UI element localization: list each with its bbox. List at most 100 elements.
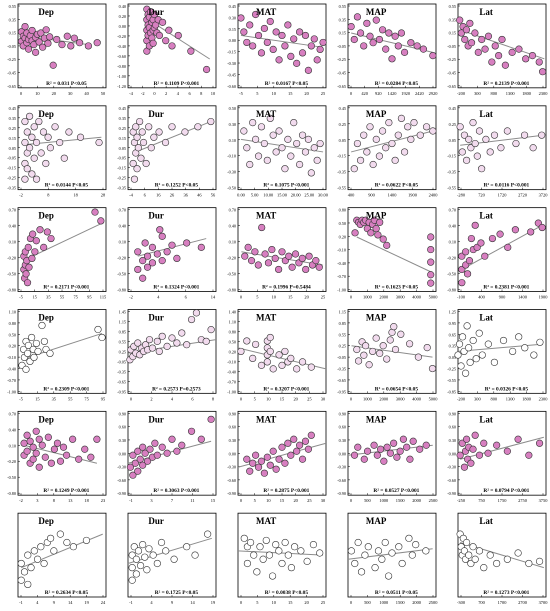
data-point <box>399 435 408 443</box>
y-tick-label: 0.45 <box>9 106 16 111</box>
data-point <box>97 217 105 225</box>
x-tick-label: 4 <box>171 396 174 401</box>
data-point <box>93 39 101 47</box>
data-point <box>23 128 31 136</box>
x-tick-label: 3750 <box>539 498 549 503</box>
x-tick-label: 2700 <box>518 600 528 605</box>
y-tick-label: -0.10 <box>337 248 346 253</box>
data-point <box>486 551 494 559</box>
data-point <box>381 538 389 547</box>
data-point <box>429 51 437 60</box>
data-point <box>173 254 181 263</box>
y-tick-label: -0.20 <box>7 256 16 261</box>
panel-title: MAT <box>256 414 276 424</box>
data-point <box>375 35 384 44</box>
data-point <box>275 265 283 274</box>
y-tick-label: 0.00 <box>119 451 126 456</box>
y-tick-label: 0.70 <box>229 208 236 213</box>
data-point <box>143 263 152 271</box>
data-point <box>46 144 55 152</box>
x-tick-label: 5000 <box>429 396 439 401</box>
data-point <box>281 459 289 467</box>
x-tick-label: 4000 <box>412 396 422 401</box>
data-point <box>514 549 522 557</box>
y-tick-label: -0.15 <box>227 50 236 55</box>
data-point <box>422 123 431 131</box>
data-point <box>465 257 474 265</box>
data-point <box>32 449 40 457</box>
data-point <box>202 65 211 74</box>
y-tick-label: 0.00 <box>229 38 236 43</box>
data-point <box>477 239 485 247</box>
data-point <box>456 451 464 459</box>
plot-frame <box>127 207 217 292</box>
x-tick-label: 0 <box>240 295 243 300</box>
x-tick-label: 3700 <box>539 600 549 605</box>
x-tick-label: 2300 <box>539 91 549 96</box>
x-tick-label: 1000 <box>379 498 389 503</box>
data-point <box>285 252 293 260</box>
x-tick-label: -5 <box>239 91 243 96</box>
data-point <box>149 551 157 559</box>
data-point <box>257 457 266 465</box>
x-tick-label: 25 <box>321 600 326 605</box>
y-tick-label: 0.55 <box>339 4 346 9</box>
x-tick-label: 7 <box>171 498 174 503</box>
data-point <box>361 551 369 559</box>
data-point <box>296 28 304 36</box>
data-point <box>478 35 486 44</box>
data-point <box>141 553 149 561</box>
data-point <box>475 451 484 459</box>
data-point <box>41 453 49 461</box>
x-tick-label: 56 <box>211 193 216 198</box>
data-point <box>87 453 95 461</box>
x-tick-label: -4 <box>129 193 133 198</box>
y-tick-label: 0.25 <box>9 126 16 131</box>
x-tick-label: 400 <box>348 193 355 198</box>
data-point <box>374 231 382 239</box>
x-tick-label: 2500 <box>429 498 439 503</box>
panel-title: Dep <box>38 211 54 221</box>
y-tick-label: -0.05 <box>7 44 16 49</box>
data-point <box>271 254 279 263</box>
data-point <box>168 123 176 131</box>
x-tick-label: 10.00 <box>263 193 274 198</box>
data-point <box>458 279 466 287</box>
x-tick-label: 4 <box>150 600 153 605</box>
data-point <box>168 241 176 249</box>
data-point <box>293 59 301 67</box>
y-tick-label: 0.00 <box>339 451 346 456</box>
data-point <box>23 447 31 455</box>
data-point <box>380 457 388 465</box>
data-point <box>482 135 490 143</box>
data-point <box>495 51 503 60</box>
data-point <box>263 156 271 164</box>
data-point <box>136 561 145 570</box>
data-point <box>240 28 248 36</box>
data-point <box>460 547 469 555</box>
x-tick-label: 2720 <box>518 193 528 198</box>
y-tick-label: -0.10 <box>7 355 16 360</box>
data-point <box>53 35 61 44</box>
data-point <box>44 433 52 441</box>
data-point <box>153 559 161 568</box>
regression-stat: R² = 0.0116 P<0.001 <box>484 183 530 189</box>
data-point <box>183 543 191 551</box>
data-point <box>298 358 307 366</box>
regression-stat: R² = 0.2139 P<0.001 <box>483 81 529 87</box>
y-tick-label: -0.80 <box>7 491 16 496</box>
y-tick-label: 0.25 <box>449 122 456 127</box>
plot-frame <box>457 309 547 394</box>
x-tick-label: 10 <box>272 600 277 605</box>
x-tick-label: 15.00 <box>277 193 288 198</box>
x-tick-label: -2 <box>19 498 23 503</box>
panel-title: MAT <box>256 516 276 526</box>
data-point <box>391 32 399 40</box>
data-point <box>163 342 171 350</box>
data-point <box>408 551 416 559</box>
data-point <box>275 351 283 359</box>
y-tick-label: 1.15 <box>339 310 346 315</box>
y-tick-label: -0.95 <box>117 389 126 394</box>
data-point <box>153 451 161 459</box>
y-tick-label: -0.50 <box>227 186 236 191</box>
